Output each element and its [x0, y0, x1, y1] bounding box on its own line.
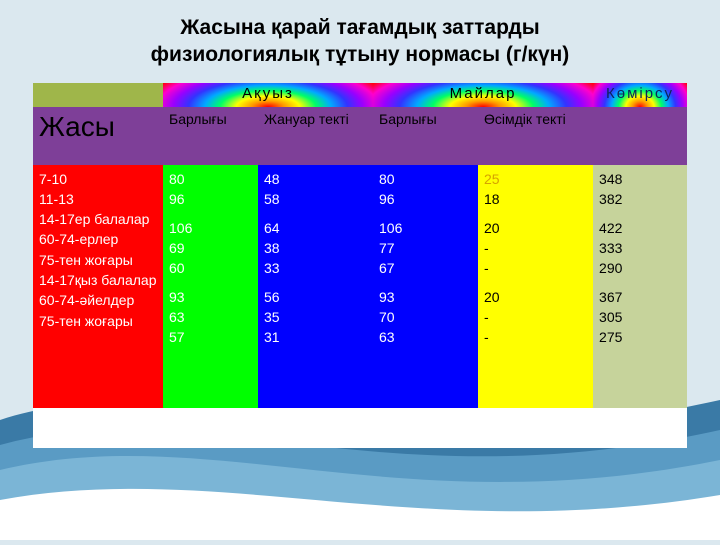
- header-col-2: Жануар текті: [258, 107, 373, 165]
- footer-cell-0: [33, 408, 163, 448]
- header-col-1: Барлығы: [163, 107, 258, 165]
- table-data-row: 7-1011-1314-17ер балалар60-74-ерлер75-те…: [33, 165, 687, 408]
- header-col-3: Барлығы: [373, 107, 478, 165]
- header-group-0: [33, 83, 163, 107]
- header-col-4: Өсімдік текті: [478, 107, 593, 165]
- data-col-3: 8096 1067767 937063: [373, 165, 478, 408]
- footer-cell-3: [373, 408, 478, 448]
- title-line-2: физиологиялық тұтыну нормасы (г/күн): [40, 41, 680, 68]
- data-col-1: 8096 1066960 936357: [163, 165, 258, 408]
- data-col-4: 2518 20-- 20--: [478, 165, 593, 408]
- footer-cell-1: [163, 408, 258, 448]
- nutrition-table-wrapper: АқуызМайларКөмірсу ЖасыБарлығыЖануар тек…: [33, 83, 687, 448]
- header-group-3: Көмірсу: [593, 83, 687, 107]
- table-header-groups: АқуызМайларКөмірсу: [33, 83, 687, 107]
- header-col-0: Жасы: [33, 107, 163, 165]
- data-col-0: 7-1011-1314-17ер балалар60-74-ерлер75-те…: [33, 165, 163, 408]
- header-group-1: Ақуыз: [163, 83, 373, 107]
- data-col-2: 4858 643833 563531: [258, 165, 373, 408]
- title-line-1: Жасына қарай тағамдық заттарды: [40, 14, 680, 41]
- page-title: Жасына қарай тағамдық заттарды физиологи…: [0, 0, 720, 79]
- table-footer-row: [33, 408, 687, 448]
- footer-cell-2: [258, 408, 373, 448]
- header-group-2: Майлар: [373, 83, 593, 107]
- nutrition-table: АқуызМайларКөмірсу ЖасыБарлығыЖануар тек…: [33, 83, 687, 448]
- data-col-5: 348382 422333290 367305275: [593, 165, 687, 408]
- table-header-columns: ЖасыБарлығыЖануар тектіБарлығыӨсімдік те…: [33, 107, 687, 165]
- header-col-5: [593, 107, 687, 165]
- footer-cell-5: [593, 408, 687, 448]
- footer-cell-4: [478, 408, 593, 448]
